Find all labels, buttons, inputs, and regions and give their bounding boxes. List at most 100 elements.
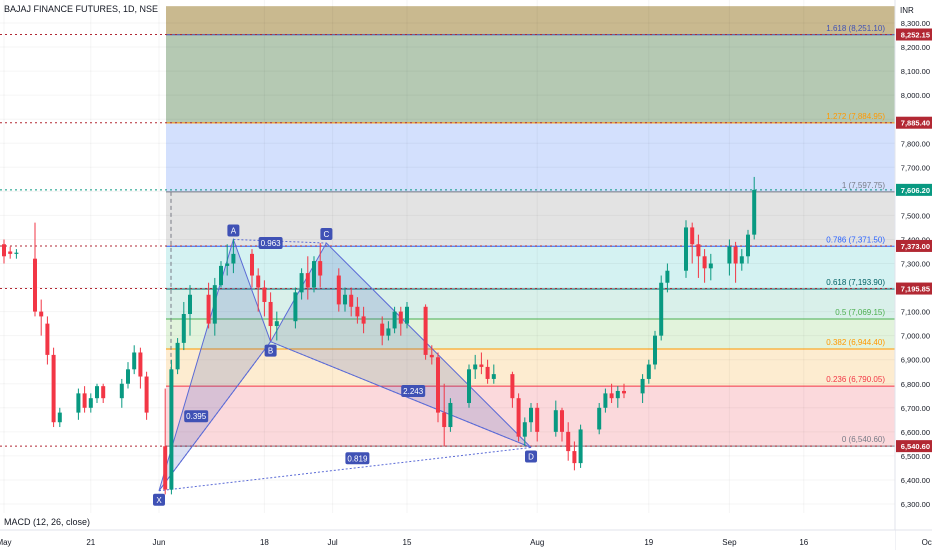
candle[interactable] — [646, 359, 651, 384]
candle[interactable] — [380, 316, 385, 346]
candle[interactable] — [522, 417, 527, 447]
candle[interactable] — [733, 241, 738, 283]
candle[interactable] — [516, 393, 521, 442]
candle[interactable] — [305, 256, 310, 300]
candle[interactable] — [206, 282, 211, 329]
candle[interactable] — [181, 301, 186, 351]
candle[interactable] — [82, 386, 87, 413]
candle[interactable] — [386, 321, 391, 341]
candle[interactable] — [14, 249, 19, 259]
candle[interactable] — [609, 383, 614, 403]
candle[interactable] — [163, 388, 168, 495]
candle[interactable] — [442, 383, 447, 447]
candle[interactable] — [448, 398, 453, 432]
candle[interactable] — [690, 222, 695, 264]
candle[interactable] — [45, 316, 50, 365]
pattern-ratio-box[interactable] — [184, 410, 209, 423]
pattern-point-marker[interactable] — [525, 450, 537, 463]
pattern-ratio-box[interactable] — [258, 237, 283, 250]
candle[interactable] — [175, 338, 180, 375]
candle[interactable] — [57, 407, 62, 428]
candle[interactable] — [405, 301, 409, 329]
candle[interactable] — [473, 354, 478, 379]
candle[interactable] — [274, 311, 279, 341]
price-tag[interactable] — [896, 183, 932, 196]
candle[interactable] — [684, 220, 688, 278]
candle[interactable] — [603, 388, 608, 413]
price-tag[interactable] — [896, 282, 932, 295]
candle[interactable] — [429, 345, 434, 365]
candle[interactable] — [231, 239, 236, 274]
candle[interactable] — [355, 297, 360, 324]
candle[interactable] — [76, 388, 81, 420]
candle[interactable] — [256, 268, 261, 312]
pattern-point-marker[interactable] — [264, 344, 277, 357]
pattern-point-marker[interactable] — [320, 228, 333, 241]
candle[interactable] — [640, 374, 645, 403]
candle[interactable] — [126, 362, 130, 389]
indicator-label[interactable]: MACD (12, 26, close) — [4, 517, 91, 527]
candle[interactable] — [597, 402, 602, 435]
candle[interactable] — [510, 371, 515, 408]
candle[interactable] — [436, 352, 440, 423]
candle[interactable] — [318, 243, 323, 288]
candle[interactable] — [212, 277, 217, 336]
candle[interactable] — [95, 383, 99, 403]
candle[interactable] — [88, 393, 93, 413]
currency-label[interactable]: INR — [900, 6, 914, 15]
candle[interactable] — [336, 268, 341, 312]
candle[interactable] — [467, 364, 471, 408]
candle[interactable] — [144, 371, 149, 420]
candle[interactable] — [188, 285, 192, 336]
pattern-ratio-box[interactable] — [345, 452, 370, 465]
candle[interactable] — [250, 249, 254, 288]
candle[interactable] — [622, 383, 626, 399]
candle[interactable] — [343, 287, 347, 312]
price-axis[interactable] — [895, 0, 932, 550]
candle[interactable] — [398, 306, 403, 336]
candle[interactable] — [535, 402, 540, 442]
candle[interactable] — [572, 441, 577, 471]
candle[interactable] — [479, 352, 484, 375]
candle[interactable] — [423, 304, 428, 360]
candle[interactable] — [553, 400, 558, 437]
candle[interactable] — [659, 275, 664, 341]
candle[interactable] — [566, 422, 571, 461]
candle[interactable] — [101, 383, 106, 403]
candle[interactable] — [392, 306, 397, 334]
candle[interactable] — [349, 287, 354, 317]
candle[interactable] — [485, 359, 490, 384]
price-tag[interactable] — [896, 440, 932, 453]
time-axis[interactable] — [0, 530, 895, 550]
candle[interactable] — [138, 347, 143, 389]
candle[interactable] — [51, 347, 56, 428]
candle[interactable] — [653, 330, 657, 370]
candle[interactable] — [739, 249, 744, 271]
candle[interactable] — [219, 261, 223, 288]
price-tag[interactable] — [896, 28, 932, 41]
candle[interactable] — [293, 287, 298, 329]
candle[interactable] — [33, 222, 37, 317]
candle[interactable] — [665, 263, 670, 293]
candle[interactable] — [702, 249, 707, 283]
candle[interactable] — [727, 239, 732, 276]
candle[interactable] — [268, 292, 273, 341]
candle[interactable] — [39, 299, 44, 336]
candle[interactable] — [708, 253, 713, 281]
candle[interactable] — [312, 256, 316, 293]
candle[interactable] — [2, 239, 6, 264]
candle[interactable] — [615, 386, 620, 408]
pattern-point-marker[interactable] — [227, 224, 240, 237]
candle[interactable] — [746, 229, 750, 264]
price-tag[interactable] — [896, 239, 932, 252]
pattern-ratio-box[interactable] — [401, 384, 426, 397]
candle[interactable] — [119, 378, 124, 408]
candle[interactable] — [491, 364, 496, 384]
candle[interactable] — [361, 306, 366, 334]
candle[interactable] — [299, 268, 304, 300]
candle[interactable] — [225, 244, 230, 276]
candle[interactable] — [262, 280, 267, 317]
pattern-point-marker[interactable] — [153, 493, 165, 506]
